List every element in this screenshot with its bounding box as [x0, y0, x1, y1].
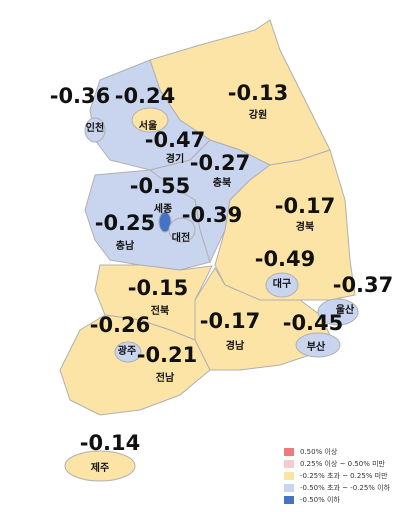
region-value: -0.26 [90, 313, 151, 337]
legend-label: 0.50% 이상 [300, 447, 338, 456]
region-value: -0.15 [128, 276, 189, 300]
region-value: -0.45 [283, 311, 344, 335]
regions [59, 19, 359, 482]
region-name: 충북 [213, 176, 231, 189]
region-name: 세종 [154, 202, 172, 215]
region-shape [84, 117, 106, 143]
region-value: -0.14 [80, 431, 141, 455]
region-name: 강원 [249, 108, 267, 121]
region-shape [295, 332, 341, 358]
region-name: 전북 [151, 304, 169, 317]
legend-swatch [284, 460, 294, 468]
legend: 0.50% 이상 0.25% 이상 ~ 0.50% 미만 -0.25% 초과 ~ 0… [284, 447, 391, 504]
region-value: -0.47 [145, 128, 206, 152]
region-name: 인천 [86, 121, 104, 134]
legend-swatch [284, 484, 294, 492]
region-name: 경남 [226, 339, 245, 352]
region-name: 경기 [166, 152, 184, 165]
region-shape [64, 450, 136, 482]
region-value: -0.25 [95, 211, 156, 235]
region-name: 전남 [156, 371, 175, 384]
region-value: -0.17 [275, 194, 336, 218]
region-shape [168, 217, 196, 243]
region-name: 대전 [172, 231, 190, 244]
region-shape [131, 107, 169, 133]
region-shape [317, 298, 359, 326]
region-name: 경북 [296, 220, 314, 233]
region-value: -0.39 [182, 203, 243, 227]
legend-label: -0.25% 초과 ~ 0.25% 미만 [300, 471, 388, 480]
region-value: -0.49 [255, 247, 316, 271]
region-value: -0.13 [228, 81, 289, 105]
region-name: 광주 [118, 345, 136, 357]
region-value: -0.37 [333, 273, 394, 297]
legend-swatch [284, 472, 294, 480]
region-name: 울산 [336, 303, 355, 316]
region-value: -0.27 [190, 151, 251, 175]
region-name: 충남 [116, 239, 135, 252]
region-shape [265, 272, 299, 298]
region-value: -0.36 [50, 84, 111, 108]
region-shape [84, 169, 211, 271]
region-shape [114, 341, 142, 363]
region-shape [59, 314, 211, 416]
legend-label: -0.50% 이하 [300, 495, 340, 504]
region-name: 제주 [91, 461, 109, 474]
legend-swatch [284, 496, 294, 504]
region-name: 서울 [139, 119, 157, 132]
region-name: 대구 [273, 277, 291, 290]
region-value: -0.24 [115, 84, 176, 108]
legend-label: -0.50% 초과 ~ -0.25% 이하 [300, 483, 391, 492]
legend-label: 0.25% 이상 ~ 0.50% 미만 [300, 459, 386, 468]
region-name: 부산 [307, 340, 326, 353]
region-shape [158, 211, 172, 233]
region-value: -0.17 [200, 309, 261, 333]
region-value: -0.21 [137, 343, 198, 367]
legend-swatch [284, 448, 294, 456]
region-value: -0.55 [130, 174, 191, 198]
